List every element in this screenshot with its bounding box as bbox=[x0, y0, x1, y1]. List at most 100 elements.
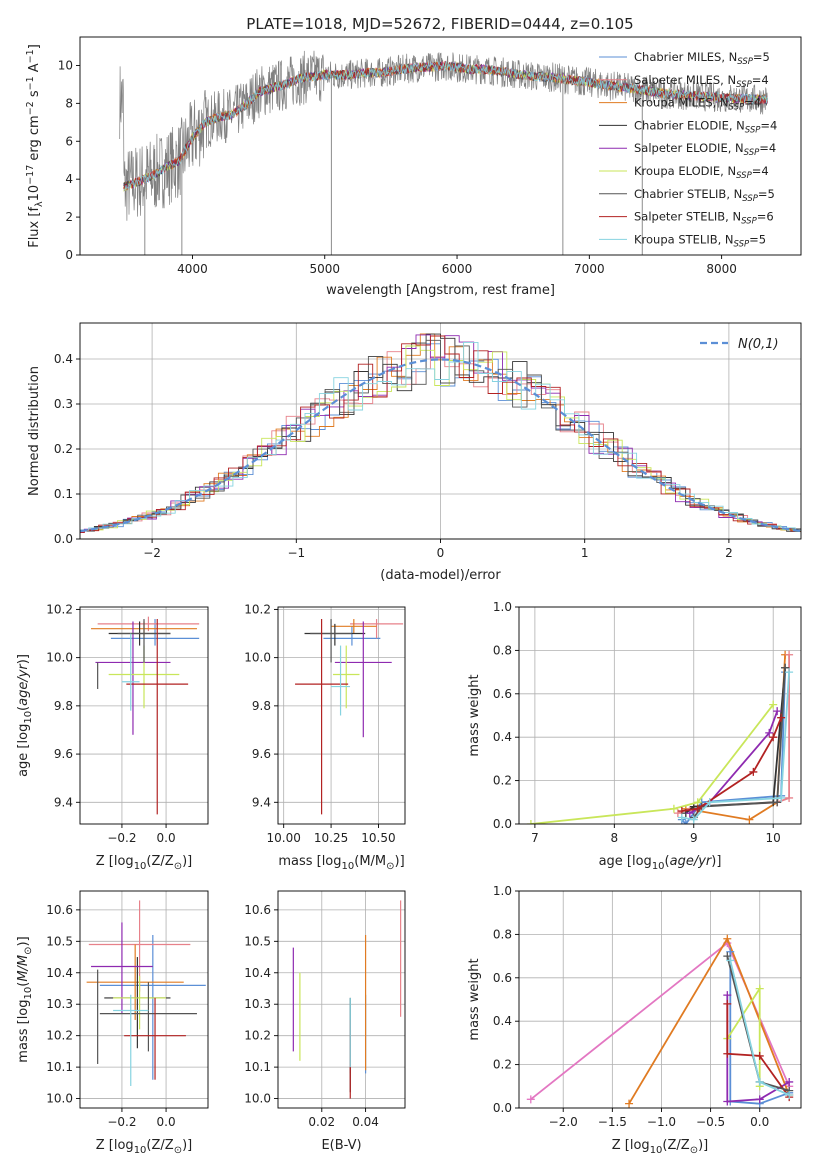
weight-marker bbox=[693, 804, 702, 813]
y-tick-label: 10.0 bbox=[46, 651, 73, 665]
y-tick-label: 10.3 bbox=[244, 997, 271, 1011]
x-tick-label: −0.2 bbox=[107, 1115, 136, 1129]
x-tick-label: 10.25 bbox=[314, 831, 348, 845]
y-tick-label: 1.0 bbox=[493, 884, 512, 898]
x-tick-label: 0.0 bbox=[750, 1115, 769, 1129]
y-tick-label: 0.6 bbox=[493, 971, 512, 985]
weight-marker bbox=[526, 1095, 535, 1104]
residual-histogram-step bbox=[80, 335, 801, 534]
y-tick-label: 4 bbox=[65, 172, 73, 186]
weight-marker bbox=[785, 1090, 794, 1099]
mass_vs_Z-xlabel: Z [log10(Z/Z⊙)] bbox=[96, 1138, 192, 1156]
y-tick-label: 10.2 bbox=[244, 602, 271, 616]
residual-histogram-step bbox=[80, 339, 801, 534]
weight-marker bbox=[755, 1077, 764, 1086]
spectrum-lines bbox=[119, 50, 769, 255]
y-tick-label: 8 bbox=[65, 96, 73, 110]
y-tick-label: 6 bbox=[65, 134, 73, 148]
weight-marker bbox=[777, 713, 786, 722]
weight-marker bbox=[681, 820, 690, 824]
y-tick-label: 10.2 bbox=[46, 1029, 73, 1043]
residuals-xlabel: (data-model)/error bbox=[380, 568, 501, 583]
spectrum-ylabel: Flux [fλ10−17 erg cm−2 s−1 A−1] bbox=[25, 44, 45, 248]
y-tick-label: 0.0 bbox=[54, 532, 73, 546]
weight-marker bbox=[755, 984, 764, 993]
mass_vs_ebv-xlabel: E(B-V) bbox=[321, 1138, 361, 1153]
x-tick-label: −2 bbox=[143, 546, 161, 560]
weight-marker bbox=[705, 798, 714, 807]
weight_vs_Z-xlabel: Z [log10(Z/Z⊙)] bbox=[612, 1138, 708, 1156]
weight-marker bbox=[723, 999, 732, 1008]
y-tick-label: 9.8 bbox=[252, 699, 271, 713]
x-tick-label: 9 bbox=[690, 831, 698, 845]
legend-label: Salpeter STELIB, NSSP=6 bbox=[634, 210, 774, 227]
y-tick-label: 10.0 bbox=[244, 651, 271, 665]
weight-marker bbox=[677, 813, 686, 822]
weight-marker bbox=[723, 952, 732, 961]
spectrum-xlabel: wavelength [Angstrom, rest frame] bbox=[326, 283, 555, 298]
y-tick-label: 10.5 bbox=[244, 934, 271, 948]
weight-marker bbox=[749, 767, 758, 776]
x-tick-label: 8 bbox=[611, 831, 619, 845]
weight-marker bbox=[765, 728, 774, 737]
y-tick-label: 10 bbox=[58, 58, 73, 72]
legend-label: Kroupa ELODIE, NSSP=4 bbox=[634, 164, 769, 181]
y-tick-label: 10.6 bbox=[46, 903, 73, 917]
weight-marker bbox=[726, 956, 735, 965]
mass_vs_Z-axes: −0.2 0.0 10.0 10.1 10.2 10.3 10.4 10.5 10.6 bbox=[46, 891, 208, 1129]
weight-marker bbox=[669, 804, 678, 813]
y-tick-label: 10.0 bbox=[46, 1092, 73, 1106]
x-tick-label: −1 bbox=[287, 546, 305, 560]
spectrum-frame bbox=[79, 36, 802, 256]
weight-marker bbox=[755, 1095, 764, 1104]
y-tick-label: 0.4 bbox=[54, 352, 73, 366]
x-tick-label: −0.2 bbox=[107, 831, 136, 845]
weight-marker bbox=[723, 1097, 732, 1106]
weight-marker bbox=[689, 815, 698, 824]
legend-label: Salpeter ELODIE, NSSP=4 bbox=[634, 141, 776, 158]
mass_vs_ebv-axes: 0.02 0.04 10.0 10.1 10.2 10.3 10.4 10.5 10.6 bbox=[244, 891, 405, 1129]
y-tick-label: 10.0 bbox=[244, 1092, 271, 1106]
weight-series-line bbox=[729, 951, 790, 1105]
y-tick-label: 10.3 bbox=[46, 997, 73, 1011]
age_vs_mass-xlabel: mass [log10(M/M⊙)] bbox=[278, 854, 404, 872]
weight_vs_Z-ylabel: mass weight bbox=[467, 958, 482, 1040]
weight_vs_age-lines bbox=[526, 650, 794, 824]
legend-label: Kroupa STELIB, NSSP=5 bbox=[634, 232, 766, 249]
y-tick-label: 0.8 bbox=[493, 927, 512, 941]
figure-title: PLATE=1018, MJD=52672, FIBERID=0444, z=0… bbox=[246, 15, 633, 33]
x-tick-label: 10.00 bbox=[267, 831, 301, 845]
age_vs_mass-axes: 10.00 10.25 10.50 9.4 9.6 9.8 10.0 10.2 bbox=[244, 602, 405, 845]
age_vs_Z-frame bbox=[79, 606, 209, 825]
weight-marker bbox=[723, 934, 732, 943]
weight-marker bbox=[769, 700, 778, 709]
weight-marker bbox=[785, 650, 794, 659]
mass_vs_ebv-frame bbox=[277, 890, 406, 1109]
y-tick-label: 10.6 bbox=[244, 903, 271, 917]
x-tick-label: 8000 bbox=[706, 262, 737, 276]
weight-series-line bbox=[726, 1003, 790, 1098]
residual-histograms bbox=[80, 333, 801, 534]
legend-label: N(0,1) bbox=[738, 337, 779, 352]
spectrum-legend: Chabrier MILES, NSSP=5 Salpeter MILES, NS… bbox=[599, 50, 777, 249]
weight-marker bbox=[781, 663, 790, 672]
y-tick-label: 1.0 bbox=[493, 600, 512, 614]
y-tick-label: 0.2 bbox=[493, 1058, 512, 1072]
weight-marker bbox=[773, 798, 782, 807]
weight-marker bbox=[785, 1077, 794, 1086]
y-tick-label: 0.2 bbox=[54, 442, 73, 456]
legend-label: Kroupa MILES, NSSP=4 bbox=[634, 96, 761, 113]
residuals-axes: −2 −1 0 1 2 0.0 0.1 0.2 0.3 0.4 bbox=[54, 323, 801, 560]
x-tick-label: 7 bbox=[531, 831, 539, 845]
x-tick-label: −1.5 bbox=[598, 1115, 627, 1129]
y-tick-label: 10.2 bbox=[46, 602, 73, 616]
weight-marker bbox=[723, 991, 732, 1000]
x-tick-label: 0 bbox=[437, 546, 445, 560]
x-tick-label: −2.0 bbox=[549, 1115, 578, 1129]
y-tick-label: 10.1 bbox=[244, 1060, 271, 1074]
weight-marker bbox=[755, 1051, 764, 1060]
gaussian-curve bbox=[80, 358, 801, 533]
weight-marker bbox=[745, 815, 754, 824]
age_vs_mass-frame bbox=[277, 606, 406, 825]
weight_vs_age-frame bbox=[518, 606, 802, 825]
